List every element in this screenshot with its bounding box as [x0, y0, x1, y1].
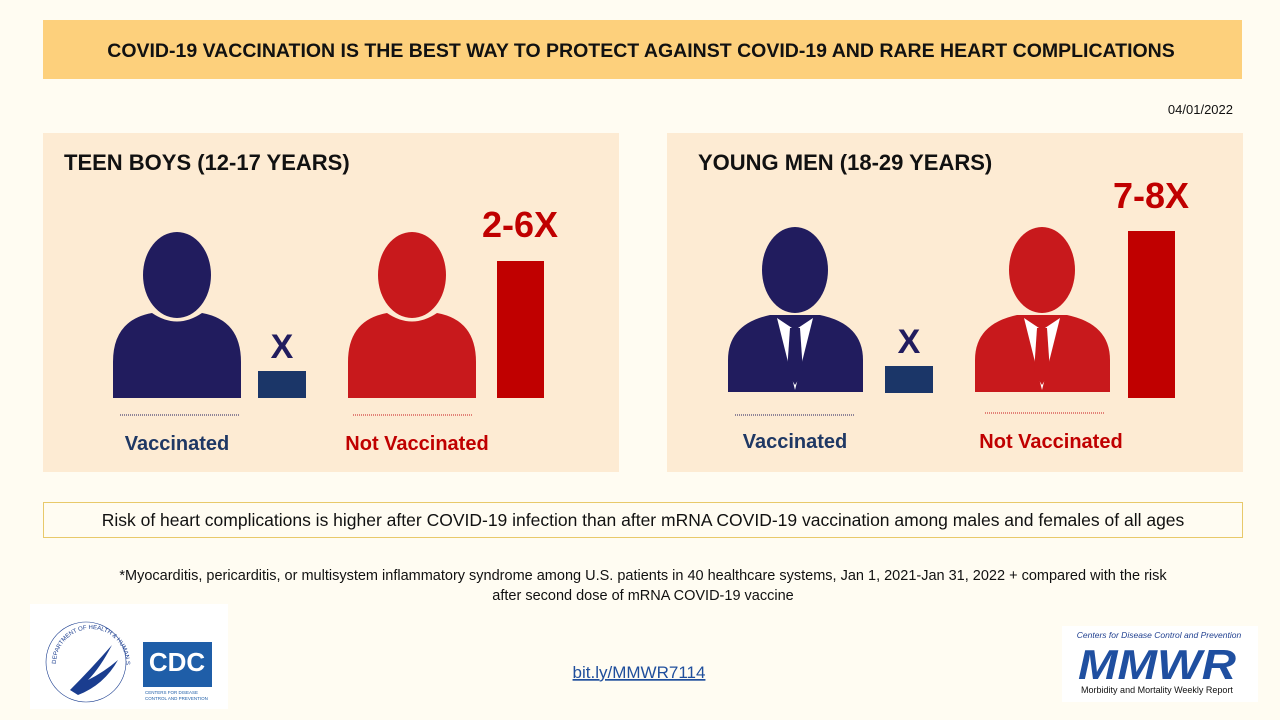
- footnote: *Myocarditis, pericarditis, or multisyst…: [119, 568, 1167, 584]
- cdc-subtitle: CENTERS FOR DISEASE: [145, 690, 198, 695]
- title: COVID-19 VACCINATION IS THE BEST WAY TO …: [107, 40, 1175, 62]
- link[interactable]: bit.ly/MMWR7114: [573, 663, 706, 682]
- person-vaccinated: [728, 227, 863, 392]
- hhs-eagle: [70, 645, 118, 695]
- multiplier: 7-8X: [1113, 175, 1189, 216]
- person-not-vaccinated: [348, 232, 476, 398]
- risk-box: [43, 502, 1243, 538]
- panel-title: TEEN BOYS (12-17 YEARS): [64, 150, 350, 175]
- mmwr-logo: MMWR: [1078, 641, 1237, 688]
- not-vaccinated-label: Not Vaccinated: [345, 433, 488, 455]
- vaccinated-marker: X: [898, 323, 921, 361]
- mmwr-bottom: Morbidity and Mortality Weekly Report: [1081, 685, 1233, 695]
- person-vaccinated: [113, 232, 241, 398]
- not-vaccinated-bar: [1128, 231, 1175, 398]
- cdc-subtitle: CONTROL AND PREVENTION: [145, 696, 208, 701]
- not-vaccinated-bar: [497, 261, 544, 398]
- header-bar: [43, 20, 1242, 79]
- not-vaccinated-label: Not Vaccinated: [979, 431, 1122, 453]
- cdc-logo: [143, 642, 212, 687]
- panel-title: YOUNG MEN (18-29 YEARS): [698, 150, 992, 175]
- cdc-text: CDC: [149, 647, 206, 677]
- vaccinated-bar: [885, 366, 933, 393]
- footnote: after second dose of mRNA COVID-19 vacci…: [492, 588, 793, 604]
- date: 04/01/2022: [1168, 102, 1233, 117]
- multiplier: 2-6X: [482, 204, 558, 245]
- vaccinated-label: Vaccinated: [743, 431, 848, 453]
- vaccinated-marker: X: [271, 328, 294, 366]
- vaccinated-label: Vaccinated: [125, 433, 230, 455]
- mmwr-top: Centers for Disease Control and Preventi…: [1077, 630, 1242, 640]
- risk-note: Risk of heart complications is higher af…: [102, 510, 1185, 530]
- vaccinated-bar: [258, 371, 306, 398]
- mmwr-box: [1062, 626, 1258, 702]
- hhs-seal: [45, 621, 127, 703]
- person-not-vaccinated: [975, 227, 1110, 392]
